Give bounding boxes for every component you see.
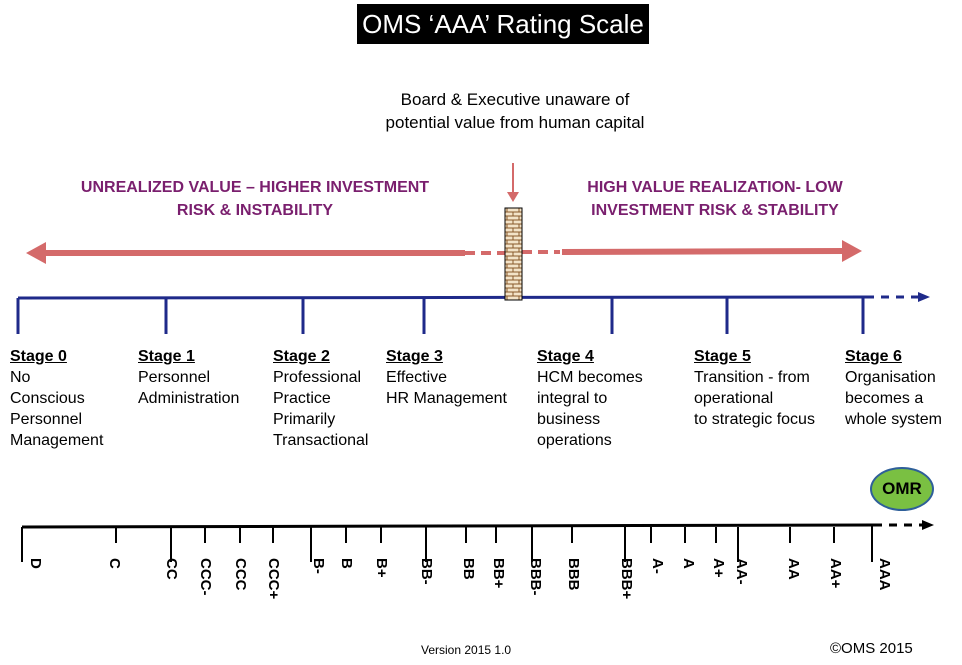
rating-axis [21, 520, 934, 562]
stage-3-heading: Stage 3 [386, 348, 443, 365]
stage-0-description: No Conscious Personnel Management [10, 369, 104, 449]
rating-label: A- [649, 558, 666, 574]
rating-label: AA+ [827, 558, 844, 589]
stage-5: Stage 5 Transition - from operational to… [694, 346, 815, 430]
stage-2-heading: Stage 2 [273, 348, 330, 365]
stage-0-heading: Stage 0 [10, 348, 67, 365]
banner-unrealized-value: UNREALIZED VALUE – HIGHER INVESTMENT RIS… [80, 179, 430, 219]
stage-4-heading: Stage 4 [537, 348, 594, 365]
rating-label: CC [163, 558, 180, 580]
banner-high-value: HIGH VALUE REALIZATION- LOW INVESTMENT R… [587, 179, 843, 219]
right-red-arrow [522, 240, 862, 262]
copyright-label: ©OMS 2015 [830, 640, 913, 657]
rating-label: AAA [876, 558, 893, 591]
rating-label: BB+ [490, 558, 507, 589]
stage-1: Stage 1 Personnel Administration [138, 346, 239, 409]
rating-label: B+ [373, 558, 390, 578]
stage-6: Stage 6 Organisation becomes a whole sys… [845, 346, 942, 430]
stage-4: Stage 4 HCM becomes integral to business… [537, 346, 643, 451]
page-title: OMS ‘AAA’ Rating Scale [357, 4, 649, 44]
rating-label: A+ [710, 558, 727, 578]
rating-label: CCC+ [265, 558, 282, 600]
rating-label: BBB+ [618, 558, 635, 600]
stage-axis [16, 292, 930, 334]
rating-label: B [338, 558, 355, 569]
note-pointer-arrow [507, 163, 519, 202]
board-note: Board & Executive unaware of potential v… [385, 90, 645, 132]
stage-6-heading: Stage 6 [845, 348, 902, 365]
rating-label: CCC- [197, 558, 214, 596]
rating-label: BBB [565, 558, 582, 591]
rating-label: BB- [418, 558, 435, 585]
version-label: Version 2015 1.0 [421, 643, 512, 657]
rating-label: A [680, 558, 697, 569]
stage-1-heading: Stage 1 [138, 348, 195, 365]
left-red-arrow [26, 242, 505, 264]
rating-label: CCC [232, 558, 249, 591]
rating-label: BBB- [527, 558, 544, 596]
rating-label: B- [310, 558, 327, 574]
stage-0: Stage 0 No Conscious Personnel Managemen… [10, 346, 103, 451]
omr-badge: OMR [870, 467, 934, 511]
stage-5-heading: Stage 5 [694, 348, 751, 365]
stage-1-description: Personnel Administration [138, 369, 240, 407]
rating-label: C [106, 558, 123, 569]
stage-2-description: Professional Practice Primarily Transact… [273, 369, 369, 449]
rating-label: AA [785, 558, 802, 580]
rating-label: BB [460, 558, 477, 580]
stage-3: Stage 3 Effective HR Management [386, 346, 507, 409]
stage-4-description: HCM becomes integral to business operati… [537, 369, 643, 449]
stage-6-description: Organisation becomes a whole system [845, 369, 942, 428]
stage-5-description: Transition - from operational to strateg… [694, 369, 815, 428]
stage-2: Stage 2 Professional Practice Primarily … [273, 346, 368, 451]
brick-wall [504, 207, 523, 301]
rating-label: D [27, 558, 44, 569]
stage-3-description: Effective HR Management [386, 369, 507, 407]
rating-label: AA- [733, 558, 750, 585]
